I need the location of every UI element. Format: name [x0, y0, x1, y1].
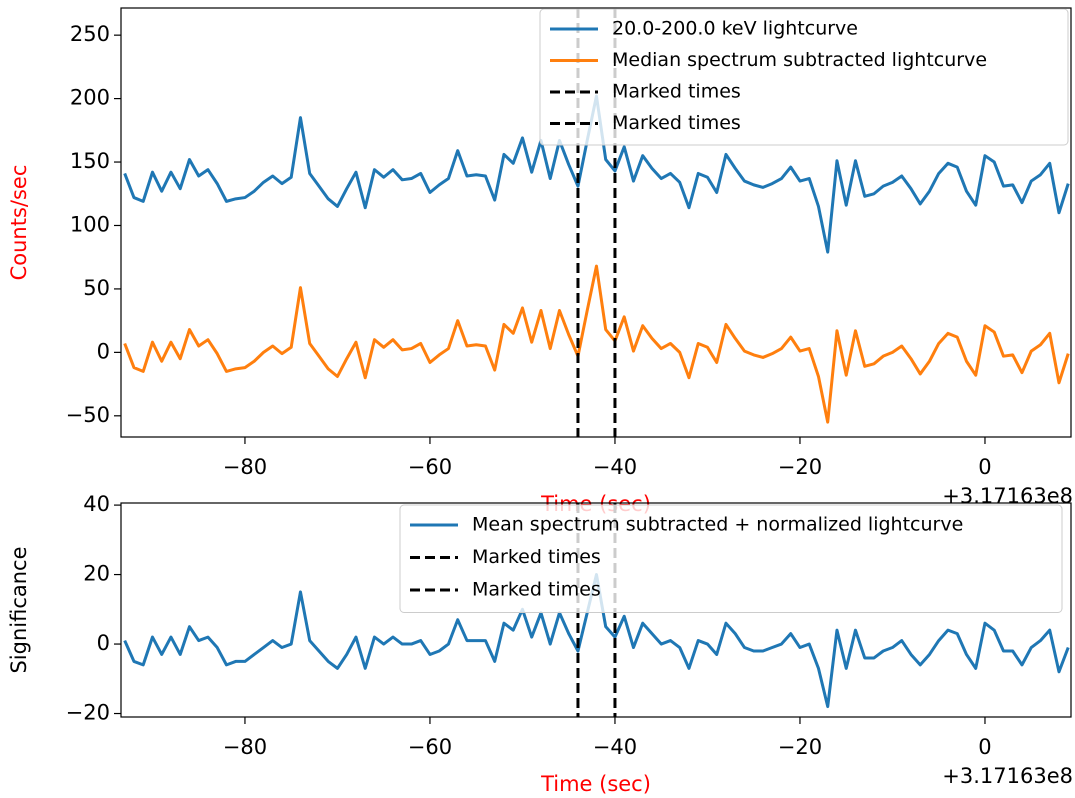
- y-tick-label: 100: [70, 212, 110, 236]
- legend: Mean spectrum subtracted + normalized li…: [399, 504, 1063, 613]
- x-offset-label: +3.17163e8: [942, 764, 1073, 788]
- x-offset-label: +3.17163e8: [942, 484, 1073, 508]
- legend-label: Marked times: [472, 546, 601, 568]
- x-tick-label: −60: [408, 735, 452, 759]
- y-tick-label: 50: [83, 276, 110, 300]
- y-tick-label: −50: [66, 403, 110, 427]
- axes-frame: [120, 502, 1072, 718]
- subplot: −80 −60 −40 −20 0 −50 0 50 100 150 200 250 20.0-200.…: [7, 7, 1073, 516]
- y-tick-label: 250: [70, 22, 110, 46]
- legend-box: [539, 8, 1069, 146]
- x-tick-label: −20: [778, 735, 822, 759]
- y-tick-label: 20: [83, 562, 110, 586]
- axes-frame: [120, 7, 1072, 438]
- legend-label: Median spectrum subtracted lightcurve: [612, 49, 987, 71]
- legend-box: [399, 504, 1063, 613]
- legend-label: Marked times: [612, 112, 741, 134]
- legend-label: 20.0-200.0 keV lightcurve: [612, 18, 858, 40]
- x-tick-label: 0: [978, 455, 991, 479]
- y-tick-label: 200: [70, 86, 110, 110]
- x-tick-label: −80: [223, 455, 267, 479]
- y-axis-label: Counts/sec: [7, 165, 31, 281]
- x-tick-label: 0: [978, 735, 991, 759]
- legend-label: Marked times: [612, 81, 741, 103]
- legend: 20.0-200.0 keV lightcurve Median spectrum…: [539, 8, 1069, 146]
- y-axis-label: Significance: [7, 546, 31, 673]
- x-tick-label: −80: [223, 735, 267, 759]
- legend-label: Marked times: [472, 579, 601, 601]
- y-tick-label: 40: [83, 492, 110, 516]
- subplot: −80 −60 −40 −20 0 −20 0 20 40 Mean spectrum subtr…: [7, 492, 1073, 796]
- x-tick-label: −40: [593, 455, 637, 479]
- y-tick-label: 0: [97, 339, 110, 363]
- x-tick-label: −20: [778, 455, 822, 479]
- x-axis-label: Time (sec): [540, 772, 651, 796]
- legend-label: Mean spectrum subtracted + normalized li…: [472, 514, 963, 536]
- x-tick-label: −40: [593, 735, 637, 759]
- line-series: [123, 264, 1070, 424]
- x-tick-label: −60: [408, 455, 452, 479]
- y-tick-label: −20: [66, 701, 110, 725]
- y-tick-label: 0: [97, 631, 110, 655]
- y-tick-label: 150: [70, 149, 110, 173]
